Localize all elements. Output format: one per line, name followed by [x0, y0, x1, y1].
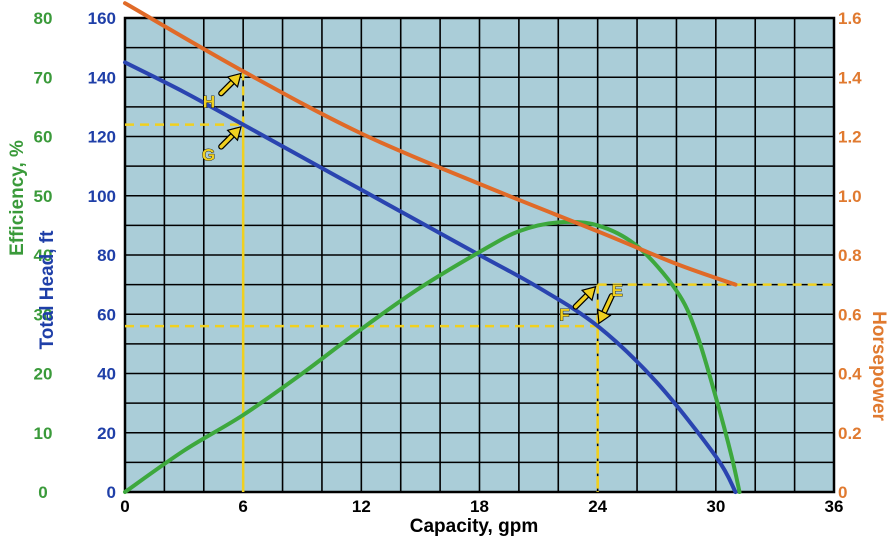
efficiency-axis-label: Efficiency, % — [7, 140, 28, 256]
head-tick-label: 0 — [107, 483, 116, 502]
callout-arrow-head — [226, 72, 242, 89]
efficiency-tick-label: 30 — [34, 305, 53, 324]
x-axis-label: Capacity, gpm — [410, 516, 538, 537]
efficiency-tick-label: 20 — [34, 365, 53, 384]
efficiency-tick-label: 80 — [34, 9, 53, 28]
horsepower-tick-label: 1.2 — [838, 128, 862, 147]
x-tick-label: 0 — [120, 497, 129, 516]
series-lines — [123, 1, 742, 494]
horsepower-tick-label: 0 — [838, 483, 847, 502]
head-axis-label: Total Head, ft — [37, 230, 58, 350]
x-tick-label: 24 — [588, 497, 607, 516]
efficiency-tick-label: 40 — [34, 246, 53, 265]
head-tick-label: 120 — [88, 128, 116, 147]
head-tick-label: 60 — [97, 305, 116, 324]
head-tick-label: 40 — [97, 365, 116, 384]
horsepower-tick-label: 1.4 — [838, 68, 862, 87]
callout-label-g: G — [202, 146, 215, 165]
horsepower-curve — [123, 1, 738, 287]
horsepower-tick-label: 1.6 — [838, 9, 862, 28]
head-curve — [123, 60, 738, 494]
horsepower-tick-label: 0.8 — [838, 246, 862, 265]
x-tick-label: 12 — [352, 497, 371, 516]
callout-label-f: F — [559, 306, 569, 325]
tick-labels: 0 6 12 18 24 30 360204060801001201401600102030… — [34, 9, 863, 516]
x-tick-label: 6 — [238, 497, 247, 516]
efficiency-tick-label: 60 — [34, 128, 53, 147]
callout-arrow-head — [596, 308, 612, 325]
efficiency-tick-label: 0 — [38, 483, 47, 502]
x-tick-label: 36 — [825, 497, 844, 516]
callout-label-e: E — [612, 281, 623, 300]
reference-lines — [125, 71, 834, 492]
head-tick-label: 160 — [88, 9, 116, 28]
horsepower-axis-label: Horsepower — [868, 311, 887, 421]
horsepower-tick-label: 1.0 — [838, 187, 862, 206]
efficiency-tick-label: 50 — [34, 187, 53, 206]
horsepower-tick-label: 0.4 — [838, 365, 862, 384]
efficiency-tick-label: 70 — [34, 68, 53, 87]
callout-arrow-head — [580, 285, 597, 302]
callouts: G H E F — [202, 72, 623, 325]
efficiency-tick-label: 10 — [34, 424, 53, 443]
x-tick-label: 18 — [470, 497, 489, 516]
callout-arrow-head — [226, 125, 242, 142]
efficiency-curve — [123, 219, 742, 494]
head-tick-label: 140 — [88, 68, 116, 87]
head-tick-label: 100 — [88, 187, 116, 206]
x-tick-label: 30 — [706, 497, 725, 516]
horsepower-tick-label: 0.2 — [838, 424, 862, 443]
head-tick-label: 20 — [97, 424, 116, 443]
horsepower-tick-label: 0.6 — [838, 305, 862, 324]
callout-label-h: H — [203, 92, 215, 111]
head-tick-label: 80 — [97, 246, 116, 265]
plot-frame — [123, 16, 836, 494]
